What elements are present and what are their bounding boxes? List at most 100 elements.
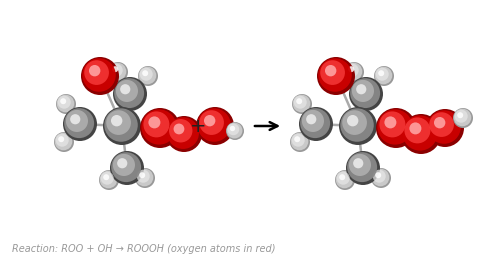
Circle shape xyxy=(339,107,377,145)
Circle shape xyxy=(64,108,94,138)
Circle shape xyxy=(103,107,141,145)
Circle shape xyxy=(349,154,371,176)
Circle shape xyxy=(139,67,156,84)
Circle shape xyxy=(377,109,413,145)
Circle shape xyxy=(60,98,66,104)
Circle shape xyxy=(63,107,97,141)
Circle shape xyxy=(204,115,216,126)
Circle shape xyxy=(349,77,383,111)
Circle shape xyxy=(346,151,380,185)
Circle shape xyxy=(104,108,138,142)
Text: Reaction: ROO + OH → ROOOH (oxygen atoms in red): Reaction: ROO + OH → ROOOH (oxygen atoms… xyxy=(12,244,276,254)
Circle shape xyxy=(294,96,307,109)
Circle shape xyxy=(291,133,308,150)
Circle shape xyxy=(352,80,374,102)
Circle shape xyxy=(84,60,109,85)
Circle shape xyxy=(379,111,406,137)
Circle shape xyxy=(402,115,438,150)
Circle shape xyxy=(135,168,155,188)
Circle shape xyxy=(101,172,114,185)
Circle shape xyxy=(344,62,364,82)
Circle shape xyxy=(429,112,454,137)
Circle shape xyxy=(83,58,116,92)
Circle shape xyxy=(56,94,76,114)
Circle shape xyxy=(137,170,150,183)
Circle shape xyxy=(336,172,350,185)
Circle shape xyxy=(70,114,80,124)
Circle shape xyxy=(296,98,302,104)
Circle shape xyxy=(453,108,473,128)
Circle shape xyxy=(197,108,231,142)
Circle shape xyxy=(347,152,377,182)
Circle shape xyxy=(174,124,184,134)
Circle shape xyxy=(57,95,74,112)
Circle shape xyxy=(404,117,431,143)
Circle shape xyxy=(353,158,363,168)
Circle shape xyxy=(142,109,177,145)
Circle shape xyxy=(112,66,118,72)
Circle shape xyxy=(142,70,148,76)
Circle shape xyxy=(290,132,310,152)
Circle shape xyxy=(103,174,109,180)
Circle shape xyxy=(325,65,336,76)
Circle shape xyxy=(346,64,359,77)
Circle shape xyxy=(89,65,100,76)
Circle shape xyxy=(376,108,416,148)
Circle shape xyxy=(376,68,389,81)
Circle shape xyxy=(114,78,144,108)
Circle shape xyxy=(230,126,235,131)
Circle shape xyxy=(136,169,153,186)
Circle shape xyxy=(347,115,359,126)
Circle shape xyxy=(110,151,144,185)
Circle shape xyxy=(292,94,312,114)
Circle shape xyxy=(356,84,366,94)
Circle shape xyxy=(426,109,464,147)
Circle shape xyxy=(138,66,158,86)
Circle shape xyxy=(340,108,374,142)
Circle shape xyxy=(434,117,445,128)
Text: +: + xyxy=(190,116,206,135)
Circle shape xyxy=(167,117,199,149)
Circle shape xyxy=(226,122,244,140)
Circle shape xyxy=(306,114,316,124)
Circle shape xyxy=(455,110,468,123)
Circle shape xyxy=(454,109,471,126)
Circle shape xyxy=(317,57,355,95)
Circle shape xyxy=(116,80,138,102)
Circle shape xyxy=(348,66,354,72)
Circle shape xyxy=(374,66,394,86)
Circle shape xyxy=(299,107,333,141)
Circle shape xyxy=(111,152,141,182)
Circle shape xyxy=(457,112,463,118)
Circle shape xyxy=(117,158,127,168)
Circle shape xyxy=(196,107,234,145)
Circle shape xyxy=(320,60,345,85)
Circle shape xyxy=(409,122,421,134)
Circle shape xyxy=(111,115,122,126)
Circle shape xyxy=(58,96,71,109)
Circle shape xyxy=(293,95,310,112)
Circle shape xyxy=(66,110,88,132)
Circle shape xyxy=(372,170,386,183)
Circle shape xyxy=(169,119,192,143)
Circle shape xyxy=(199,110,224,135)
Circle shape xyxy=(318,58,352,92)
Circle shape xyxy=(350,78,380,108)
Circle shape xyxy=(120,84,131,94)
Circle shape xyxy=(144,111,169,137)
Circle shape xyxy=(375,172,381,178)
Circle shape xyxy=(228,124,239,135)
Circle shape xyxy=(166,116,202,152)
Circle shape xyxy=(139,172,145,178)
Circle shape xyxy=(302,110,324,132)
Circle shape xyxy=(108,63,126,80)
Circle shape xyxy=(372,169,389,186)
Circle shape xyxy=(81,57,119,95)
Circle shape xyxy=(110,64,123,77)
Circle shape xyxy=(58,136,64,142)
Circle shape xyxy=(339,174,345,180)
Circle shape xyxy=(140,108,180,148)
Circle shape xyxy=(384,116,396,128)
Circle shape xyxy=(106,110,131,135)
Circle shape xyxy=(375,67,392,84)
